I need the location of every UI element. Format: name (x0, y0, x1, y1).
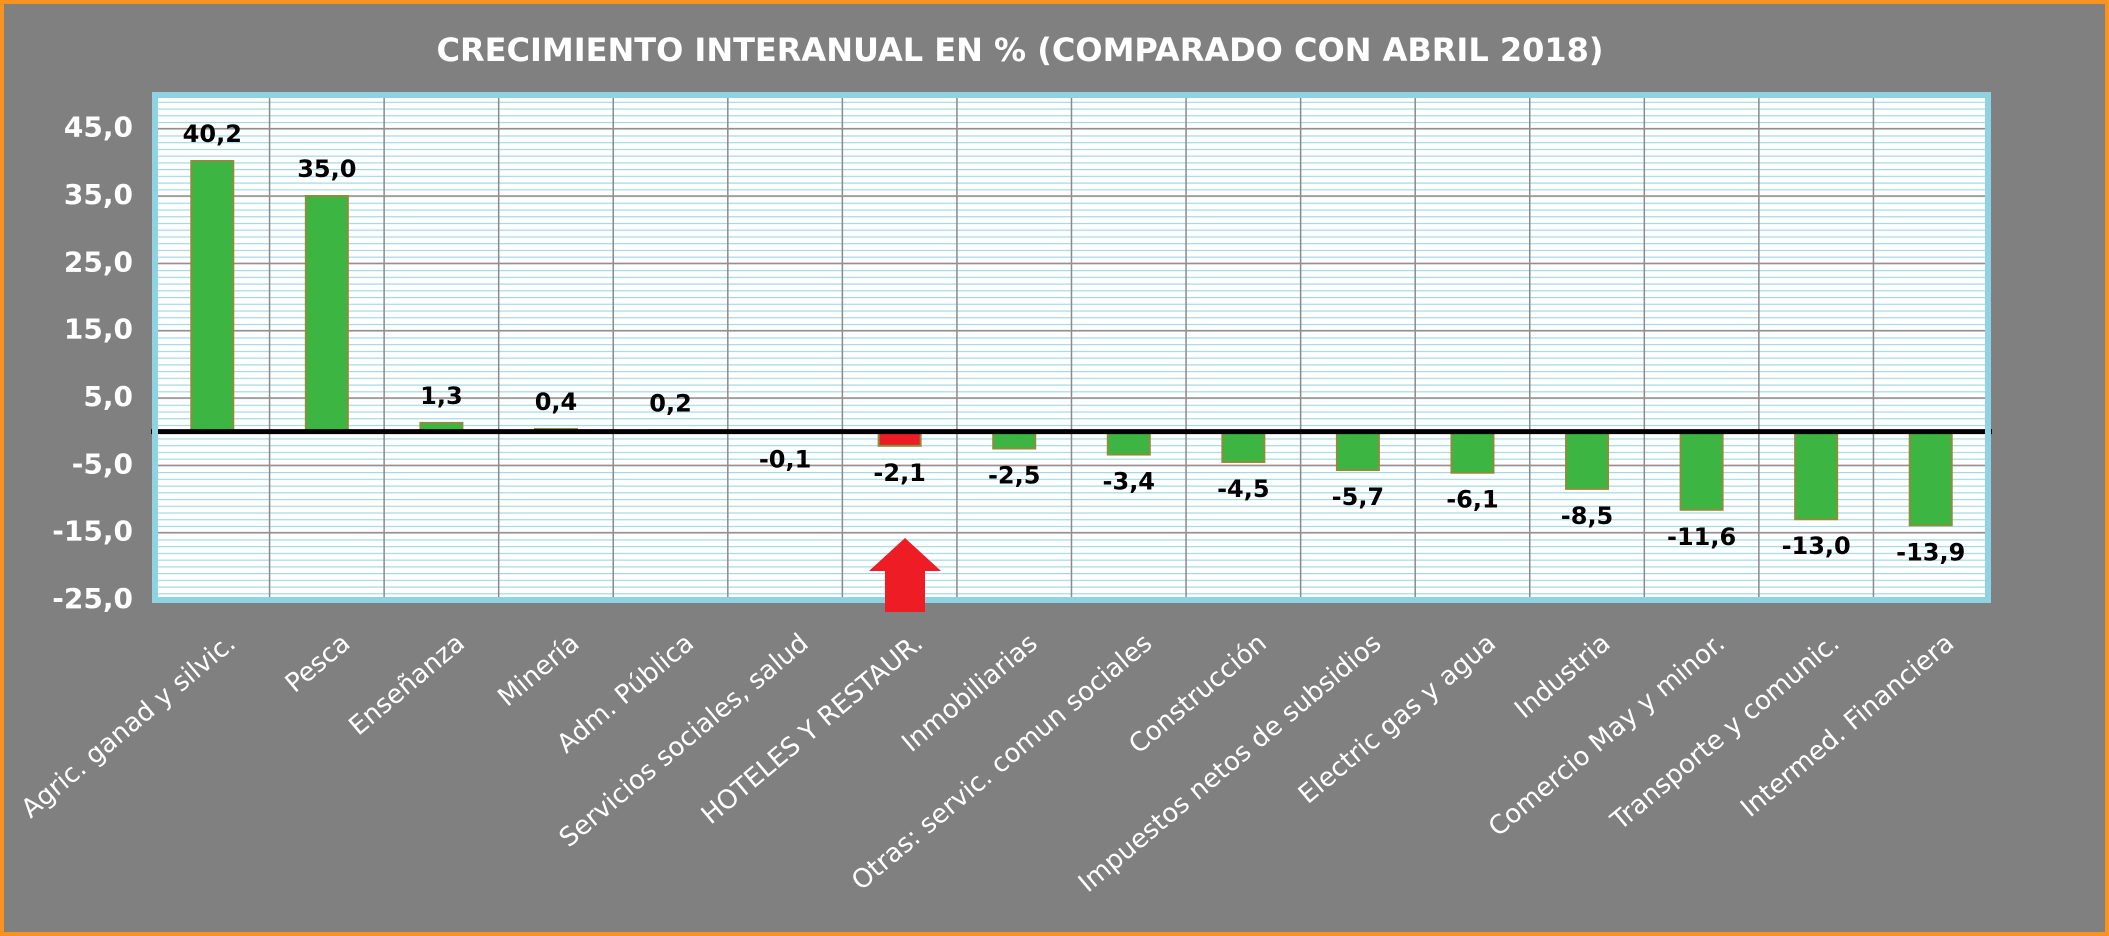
bar (1794, 430, 1839, 521)
value-label: -4,5 (1217, 475, 1269, 503)
value-label: 0,4 (535, 388, 578, 416)
chart-title: CRECIMIENTO INTERANUAL EN % (COMPARADO C… (436, 31, 1603, 69)
bar (304, 195, 349, 433)
y-tick-label: 35,0 (64, 178, 133, 211)
bar (1679, 430, 1724, 511)
bar (1565, 430, 1610, 490)
value-label: -0,1 (759, 445, 811, 473)
value-label: 1,3 (420, 382, 463, 410)
bar (992, 430, 1037, 450)
value-label: -11,6 (1667, 523, 1736, 551)
y-tick-label: 15,0 (64, 313, 133, 346)
plot-frame (152, 92, 1991, 603)
y-tick-label: -15,0 (52, 515, 133, 548)
highlight-arrow (869, 538, 941, 612)
value-label: 35,0 (297, 155, 356, 183)
value-label: -6,1 (1446, 486, 1498, 514)
value-label: 0,2 (649, 389, 692, 417)
value-label: -13,9 (1896, 538, 1965, 566)
value-label: -2,1 (873, 459, 925, 487)
value-label: 40,2 (183, 120, 242, 148)
value-label: -5,7 (1332, 483, 1384, 511)
value-label: -3,4 (1103, 468, 1155, 496)
y-tick-label: -5,0 (72, 447, 133, 480)
bar (190, 159, 235, 433)
bar (1450, 430, 1495, 474)
y-tick-label: -25,0 (52, 582, 133, 615)
bar (1221, 430, 1266, 463)
y-tick-label: 5,0 (83, 380, 133, 413)
value-label: -13,0 (1782, 532, 1851, 560)
bar (1335, 430, 1380, 472)
bar (1106, 430, 1151, 456)
value-label: -2,5 (988, 462, 1040, 490)
y-tick-label: 45,0 (64, 111, 133, 144)
bar (1908, 430, 1953, 527)
y-tick-label: 25,0 (64, 245, 133, 278)
value-label: -8,5 (1561, 502, 1613, 530)
